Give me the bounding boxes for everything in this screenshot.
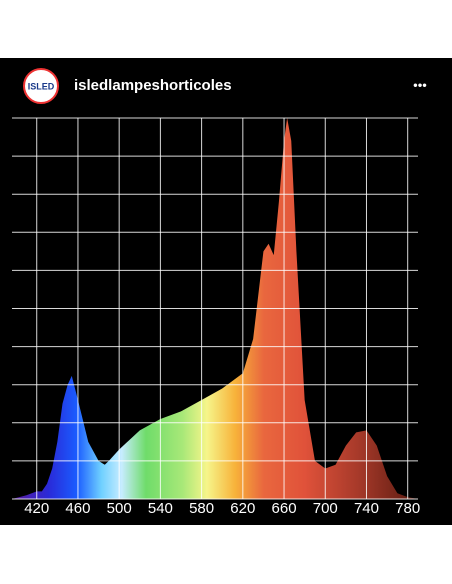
x-tick-label: 740 <box>354 500 379 517</box>
x-tick-label: 460 <box>65 500 90 517</box>
x-tick-label: 700 <box>313 500 338 517</box>
x-tick-label: 420 <box>24 500 49 517</box>
plot: 420 460 500 540 580 620 660 700 740 780 <box>12 117 420 517</box>
logo-text: ISLED <box>28 81 55 91</box>
x-tick-label: 780 <box>395 500 420 517</box>
x-tick-label: 540 <box>148 500 173 517</box>
menu[interactable]: ••• <box>413 77 427 92</box>
avatar[interactable] <box>23 68 59 104</box>
x-tick-label: 580 <box>189 500 214 517</box>
x-tick-label: 500 <box>107 500 132 517</box>
username[interactable]: isledlampeshorticoles <box>74 77 232 94</box>
x-tick-label: 660 <box>272 500 297 517</box>
x-tick-label: 620 <box>230 500 255 517</box>
